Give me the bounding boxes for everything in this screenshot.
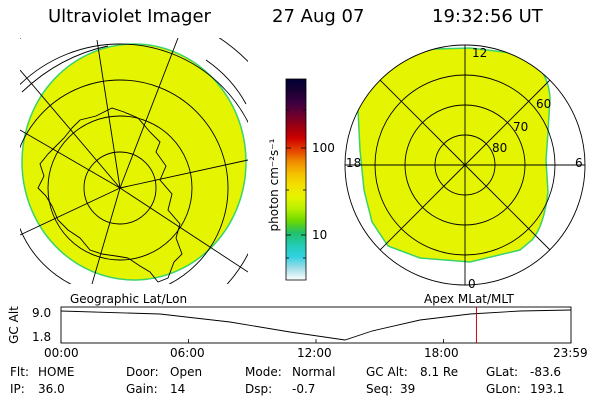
mlat-label-70: 70 — [513, 120, 529, 134]
time-tick-0000: 00:00 — [44, 346, 79, 360]
app-title: Ultraviolet Imager — [48, 6, 211, 27]
status-glat-value: -83.6 — [530, 365, 562, 379]
status-dsp-label: Dsp: — [245, 382, 273, 396]
alt-tick-9: 9.0 — [32, 306, 52, 320]
date-label: 27 Aug 07 — [272, 6, 365, 27]
mlt-lines — [345, 45, 585, 285]
alt-tick-1-8: 1.8 — [32, 330, 52, 344]
mlat-label-80: 80 — [492, 141, 508, 155]
alt-axis-label: GC Alt — [7, 306, 21, 344]
time-tick-1800: 18:00 — [424, 346, 459, 360]
colorbar-ticks — [286, 109, 306, 259]
geographic-map-panel — [20, 38, 248, 284]
status-seq-label: Seq: — [366, 382, 393, 396]
status-ip-value: 36.0 — [38, 382, 65, 396]
status-door-label: Door: — [126, 365, 159, 379]
aurora-emission-area — [21, 43, 247, 281]
status-door-value: Open — [170, 365, 203, 379]
mlt-label-6: 6 — [575, 156, 583, 170]
status-ip-label: IP: — [10, 382, 25, 396]
colorbar-unit-label: photon cm⁻²s⁻¹ — [267, 138, 281, 232]
altitude-curve — [60, 309, 572, 341]
colorbar-tick-100: 100 — [312, 141, 335, 155]
apex-panel-label: Apex MLat/MLT — [424, 292, 514, 306]
time-tick-1200: 12:00 — [297, 346, 332, 360]
mlt-label-12: 12 — [472, 46, 488, 60]
status-glat-label: GLat: — [486, 365, 519, 379]
time-label: 19:32:56 UT — [432, 6, 543, 27]
time-tick-2359: 23:59 — [553, 346, 588, 360]
status-flt-value: HOME — [38, 365, 75, 379]
colorbar-tick-10: 10 — [312, 228, 328, 242]
time-tick-0600: 06:00 — [170, 346, 205, 360]
colorbar — [285, 78, 307, 281]
status-glon-label: GLon: — [486, 382, 521, 396]
magnetic-polar-panel — [344, 44, 586, 286]
alt-x-ticks — [60, 339, 572, 343]
status-gain-label: Gain: — [126, 382, 158, 396]
geographic-panel-label: Geographic Lat/Lon — [70, 292, 188, 306]
status-mode-value: Normal — [292, 365, 336, 379]
coastline-antarctica — [37, 107, 183, 283]
status-gain-value: 14 — [170, 382, 186, 396]
status-seq-value: 39 — [400, 382, 416, 396]
status-mode-label: Mode: — [245, 365, 282, 379]
mlat-label-60: 60 — [536, 97, 552, 111]
status-dsp-value: -0.7 — [292, 382, 316, 396]
status-flt-label: Flt: — [10, 365, 29, 379]
status-glon-value: 193.1 — [530, 382, 565, 396]
status-gcalt-label: GC Alt: — [366, 365, 408, 379]
altitude-plot — [60, 306, 572, 344]
mlt-label-18: 18 — [346, 156, 362, 170]
latitude-circles — [20, 38, 248, 284]
status-gcalt-value: 8.1 Re — [420, 365, 459, 379]
aurora-emission-area-mag — [357, 47, 551, 263]
outer-latitude-arcs — [21, 45, 247, 105]
mlt-label-0: 0 — [468, 277, 476, 291]
longitude-lines — [20, 38, 248, 284]
